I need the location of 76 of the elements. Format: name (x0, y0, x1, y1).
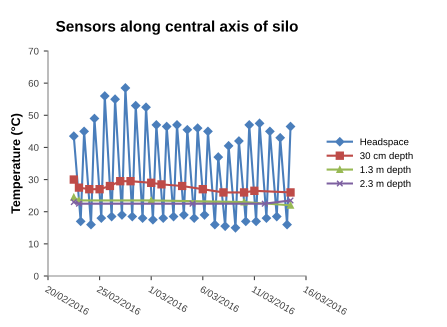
legend-label: 1.3 m depth (360, 166, 410, 175)
point (276, 133, 285, 142)
point (251, 216, 261, 226)
point (69, 132, 78, 141)
point (234, 136, 244, 146)
point (96, 214, 106, 223)
point (182, 125, 192, 134)
point (120, 83, 130, 93)
point (214, 152, 223, 162)
legend-label: 30 cm depth (360, 152, 413, 162)
point (95, 185, 104, 194)
y-tick-label: 10 (28, 240, 39, 248)
point (116, 177, 124, 186)
point (220, 222, 230, 231)
point (287, 196, 294, 204)
point (265, 126, 275, 136)
y-axis-title: Temperature (°C) (10, 114, 23, 214)
point (250, 186, 259, 195)
point (90, 114, 100, 124)
point (74, 183, 84, 192)
point (141, 102, 151, 112)
point (287, 202, 294, 209)
point (210, 220, 220, 230)
point (230, 223, 240, 232)
point (286, 188, 295, 197)
point (110, 94, 120, 104)
point (157, 180, 166, 189)
legend-label: 2.3 m depth (360, 180, 410, 189)
legend-label: Headspace (360, 138, 408, 148)
point (106, 182, 114, 190)
point (286, 122, 296, 132)
point (203, 126, 213, 136)
point (147, 178, 156, 187)
point (261, 200, 268, 208)
point (117, 210, 127, 220)
point (148, 215, 158, 224)
point (179, 210, 189, 220)
y-tick-label: 60 (28, 80, 39, 87)
chart-title: Sensors along central axis of silo (56, 20, 298, 35)
point (79, 126, 89, 136)
point (219, 188, 228, 197)
point (128, 212, 137, 222)
point (76, 216, 86, 226)
point (240, 188, 248, 197)
point (152, 120, 161, 130)
point (107, 212, 116, 222)
point (70, 175, 78, 184)
point (100, 91, 110, 101)
point (158, 214, 168, 223)
y-tick-label: 0 (34, 272, 39, 280)
point (198, 185, 207, 194)
point (193, 124, 202, 133)
point (241, 216, 250, 226)
y-tick-label: 50 (28, 112, 39, 119)
point (282, 220, 292, 230)
point (138, 214, 148, 223)
point (126, 177, 135, 186)
point (85, 185, 94, 194)
point (189, 200, 196, 208)
point (262, 214, 272, 223)
point (254, 118, 264, 128)
point (244, 120, 254, 130)
point (178, 182, 186, 190)
point (86, 220, 96, 230)
point (131, 101, 140, 110)
y-tick-label: 40 (28, 144, 39, 152)
point (162, 122, 172, 132)
point (272, 212, 282, 222)
y-tick-label: 70 (28, 48, 39, 55)
point (168, 212, 178, 222)
point (172, 120, 182, 130)
point (200, 210, 210, 220)
y-tick-label: 20 (28, 208, 39, 216)
point (224, 141, 234, 150)
point (190, 214, 199, 223)
y-tick-label: 30 (28, 176, 39, 184)
